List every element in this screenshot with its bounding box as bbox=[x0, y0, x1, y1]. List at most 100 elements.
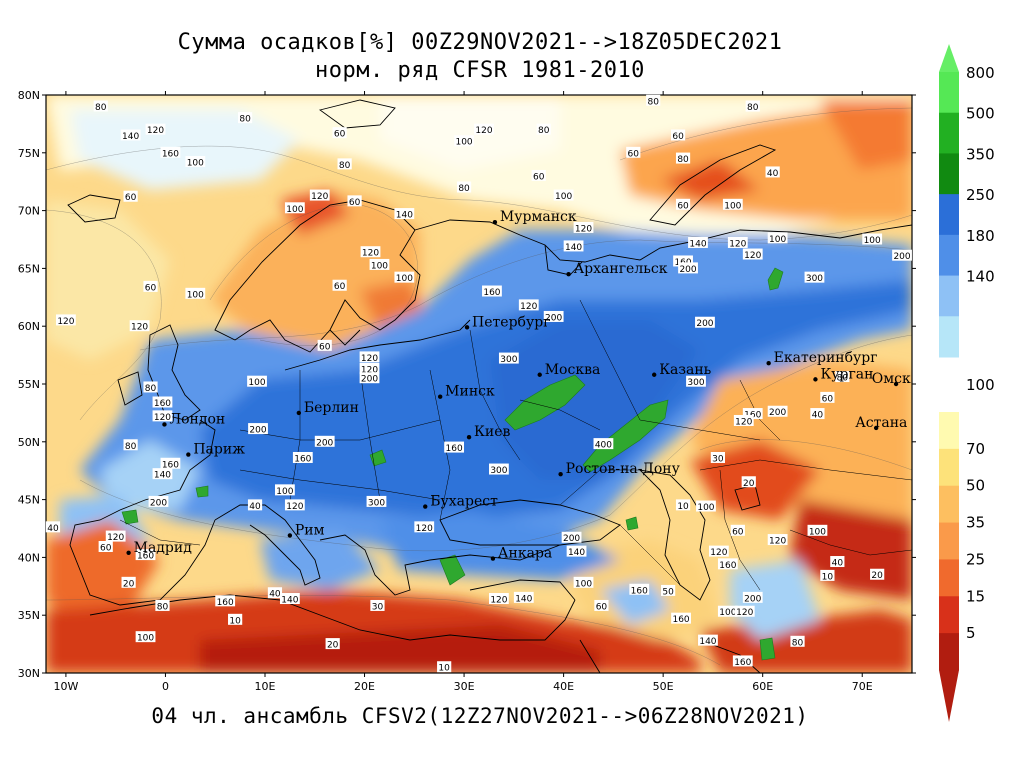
contour-label: 120 bbox=[145, 123, 166, 136]
svg-text:60: 60 bbox=[677, 201, 689, 211]
city-marker: Мурманск bbox=[492, 209, 577, 225]
svg-text:200: 200 bbox=[696, 319, 713, 329]
contour-label: 80 bbox=[675, 152, 691, 165]
contour-label: 160 bbox=[160, 457, 181, 470]
svg-text:80: 80 bbox=[538, 126, 550, 136]
contour-label: 160 bbox=[671, 612, 691, 625]
contour-label: 160 bbox=[135, 549, 156, 562]
contour-label: 100 bbox=[807, 524, 828, 537]
city-marker: Берлин bbox=[296, 400, 359, 416]
colorbar-swatch bbox=[939, 412, 959, 450]
svg-text:120: 120 bbox=[729, 239, 746, 249]
contour-label: 120 bbox=[708, 545, 729, 558]
contour-label: 60 bbox=[332, 279, 347, 292]
contour-label: 60 bbox=[98, 540, 113, 553]
svg-text:120: 120 bbox=[520, 302, 537, 312]
colorbar-label: 180 bbox=[966, 227, 995, 245]
city-marker: Бухарест bbox=[423, 494, 498, 510]
svg-text:80: 80 bbox=[145, 384, 157, 394]
svg-text:40: 40 bbox=[249, 502, 261, 512]
svg-text:60: 60 bbox=[533, 172, 545, 182]
contour-label: 120 bbox=[414, 521, 435, 534]
lat-label: 40N bbox=[18, 551, 40, 564]
contour-label: 100 bbox=[573, 576, 594, 589]
svg-text:80: 80 bbox=[837, 374, 849, 384]
contour-label: 60 bbox=[626, 146, 641, 159]
svg-text:100: 100 bbox=[719, 608, 736, 618]
contour-label: 120 bbox=[742, 248, 763, 261]
contour-label: 120 bbox=[474, 123, 494, 136]
city-marker: Омск bbox=[872, 371, 911, 387]
colorbar-label: 25 bbox=[966, 550, 985, 568]
svg-text:120: 120 bbox=[416, 524, 433, 534]
svg-text:60: 60 bbox=[628, 149, 640, 159]
city-marker: Мадрид bbox=[126, 540, 192, 556]
contour-labels: 80 140 120 160 100 80 60 80 100 120 80 80 80 60 60 80 40… bbox=[45, 94, 912, 674]
city-marker: Петербург bbox=[464, 314, 551, 330]
svg-text:200: 200 bbox=[769, 408, 786, 418]
svg-text:200: 200 bbox=[316, 438, 333, 448]
city-name: Москва bbox=[545, 362, 601, 378]
contour-label: 80 bbox=[646, 94, 661, 107]
contour-label: 300 bbox=[498, 352, 519, 365]
city-name: Архангельск bbox=[574, 261, 668, 277]
contour-label: 160 bbox=[215, 595, 236, 608]
svg-text:140: 140 bbox=[565, 243, 582, 253]
svg-text:20: 20 bbox=[871, 571, 883, 581]
svg-text:160: 160 bbox=[672, 615, 689, 625]
contour-label: 100 bbox=[722, 198, 743, 211]
city-name: Бухарест bbox=[430, 494, 498, 510]
contour-label: 60 bbox=[675, 198, 691, 211]
svg-text:60: 60 bbox=[672, 132, 684, 142]
colorbar-swatch bbox=[939, 522, 959, 560]
svg-text:100: 100 bbox=[286, 205, 303, 215]
city-marker: Москва bbox=[537, 362, 601, 378]
svg-text:20: 20 bbox=[743, 479, 755, 489]
svg-text:300: 300 bbox=[687, 378, 704, 388]
svg-text:60: 60 bbox=[334, 282, 346, 292]
contour-label: 120 bbox=[573, 221, 594, 234]
svg-text:120: 120 bbox=[131, 323, 148, 333]
colorbar-swatch bbox=[939, 633, 959, 671]
contour-label: 200 bbox=[248, 423, 268, 436]
lon-label: 10W bbox=[53, 680, 78, 693]
lat-label: 70N bbox=[18, 205, 40, 218]
contour-label: 200 bbox=[695, 316, 715, 329]
lon-label: 40E bbox=[553, 680, 574, 693]
contour-label: 160 bbox=[160, 146, 181, 159]
svg-text:100: 100 bbox=[697, 503, 714, 513]
svg-text:40: 40 bbox=[47, 524, 59, 534]
contour-label: 80 bbox=[790, 635, 805, 648]
colorbar-label: 800 bbox=[966, 64, 995, 82]
svg-text:140: 140 bbox=[281, 596, 298, 606]
contour-label: 40 bbox=[267, 587, 283, 600]
contour-label: 160 bbox=[482, 285, 502, 298]
contour-label: 140 bbox=[120, 129, 141, 142]
city-marker: Курган bbox=[813, 366, 873, 382]
svg-text:300: 300 bbox=[806, 274, 823, 284]
colorbar-swatch bbox=[939, 275, 959, 317]
contour-label: 100 bbox=[717, 605, 738, 618]
svg-text:160: 160 bbox=[217, 598, 234, 608]
contour-label: 40 bbox=[810, 408, 825, 421]
svg-text:40: 40 bbox=[812, 411, 824, 421]
contour-label: 120 bbox=[727, 236, 748, 249]
svg-text:80: 80 bbox=[157, 602, 169, 612]
svg-text:120: 120 bbox=[361, 354, 378, 364]
lat-label: 60N bbox=[18, 320, 40, 333]
colorbar-label-mid: 100 bbox=[966, 376, 995, 394]
colorbar-swatch bbox=[939, 194, 959, 236]
lon-label: 50E bbox=[653, 680, 674, 693]
contour-label: 30 bbox=[370, 599, 385, 612]
svg-text:10: 10 bbox=[438, 664, 450, 674]
city-name: Париж bbox=[193, 442, 245, 458]
contour-label: 140 bbox=[688, 236, 708, 249]
lat-label: 50N bbox=[18, 436, 40, 449]
contour-label: 80 bbox=[456, 181, 472, 194]
svg-text:160: 160 bbox=[162, 149, 179, 159]
city-marker: Ростов-на-Дону bbox=[558, 461, 681, 477]
contour-label: 120 bbox=[284, 499, 305, 512]
contour-label: 100 bbox=[394, 271, 415, 284]
latitude-labels: 80N 75N 70N 65N 60N 55N 50N 45N 40N 35N 30N bbox=[18, 89, 40, 680]
city-marker: Лондон bbox=[162, 411, 225, 427]
